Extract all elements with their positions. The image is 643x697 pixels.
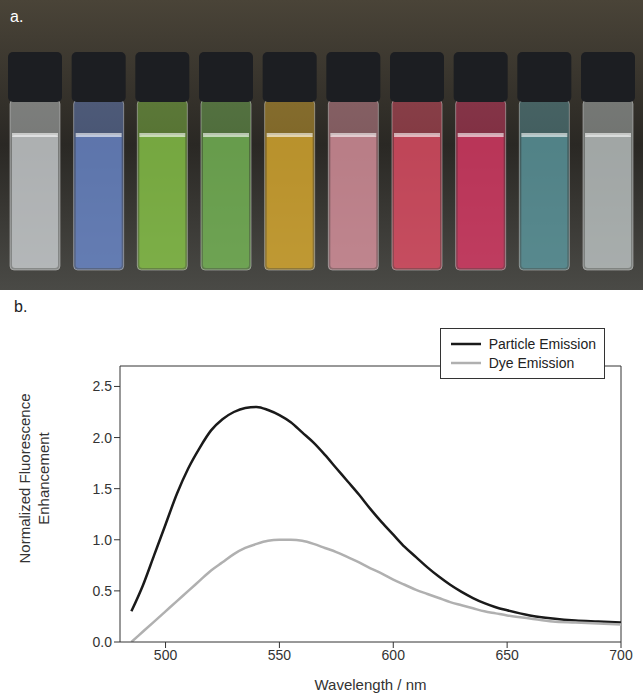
html-text:Particle Emission: Particle Emission [488, 336, 596, 352]
svg-text:2.0: 2.0 [93, 430, 113, 446]
svg-text:700: 700 [609, 647, 633, 663]
html-text:Dye Emission: Dye Emission [488, 355, 575, 371]
svg-text:Normalized FluorescenceEnhance: Normalized FluorescenceEnhancement [16, 393, 52, 563]
svg-text:1.0: 1.0 [93, 532, 113, 548]
svg-text:b.: b. [14, 298, 27, 315]
svg-text:0.5: 0.5 [93, 583, 113, 599]
svg-text:600: 600 [382, 647, 406, 663]
svg-text:Wavelength / nm: Wavelength / nm [315, 676, 427, 693]
svg-text:2.5: 2.5 [93, 378, 113, 394]
svg-text:0.0: 0.0 [93, 634, 113, 650]
svg-text:500: 500 [154, 647, 178, 663]
svg-text:a.: a. [10, 8, 23, 25]
svg-text:1.5: 1.5 [93, 481, 113, 497]
svg-text:650: 650 [495, 647, 519, 663]
svg-text:550: 550 [268, 647, 292, 663]
